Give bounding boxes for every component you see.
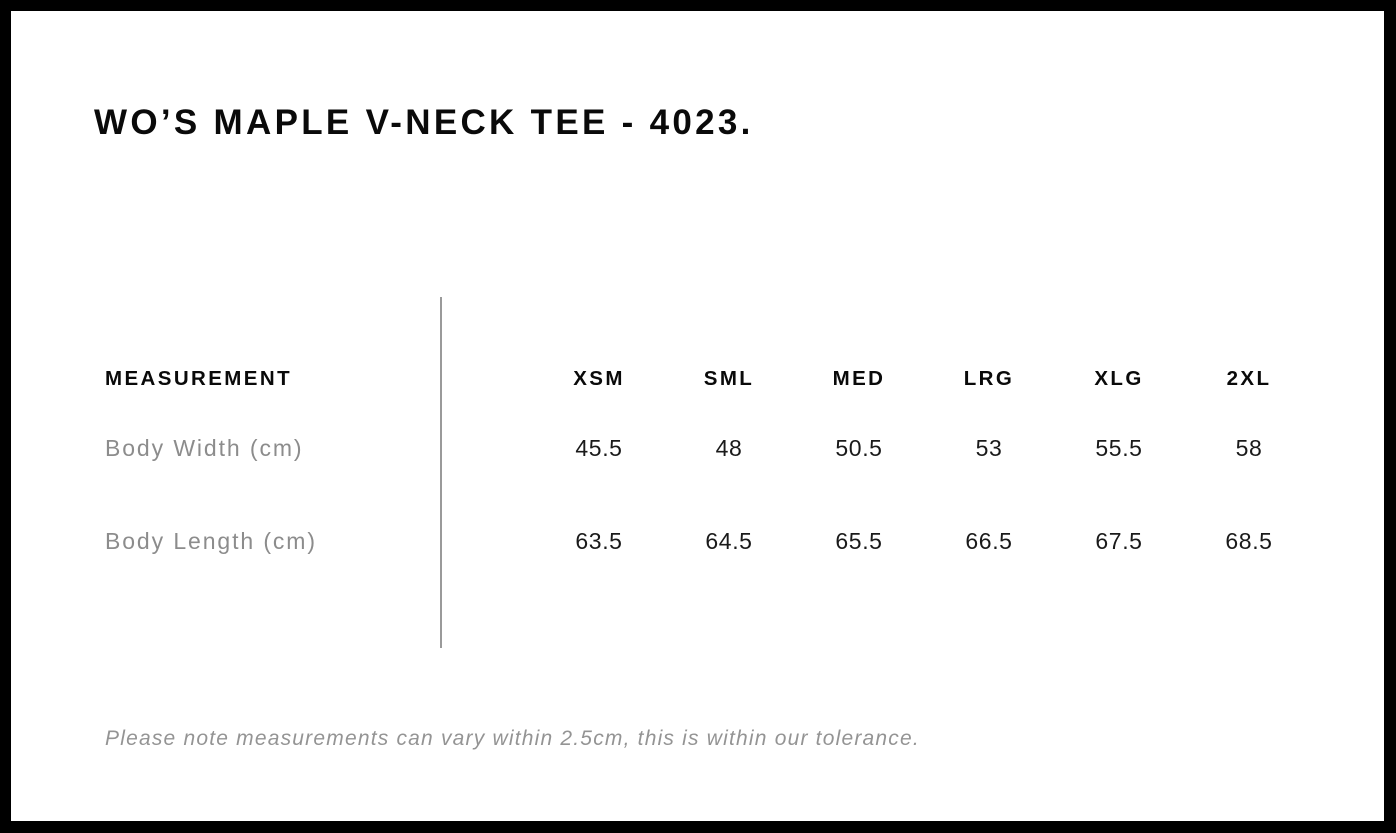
table-header-row: MEASUREMENT XSM SML MED LRG XLG 2XL — [94, 356, 1314, 402]
row-label-body-width: Body Width (cm) — [105, 435, 304, 461]
column-header-med: MED — [832, 367, 886, 390]
cell-body-width-med: 50.5 — [835, 435, 883, 461]
cell-body-width-2xl: 58 — [1235, 435, 1263, 461]
chart-canvas: WO’S MAPLE V-NECK TEE - 4023. MEASUREMEN… — [11, 11, 1384, 821]
table-row: Body Length (cm) 63.5 64.5 65.5 66.5 67.… — [94, 495, 1314, 588]
tolerance-note: Please note measurements can vary within… — [105, 727, 920, 750]
cell-body-length-sml: 64.5 — [705, 528, 753, 554]
cell-body-width-sml: 48 — [715, 435, 743, 461]
size-chart-table: MEASUREMENT XSM SML MED LRG XLG 2XL Body… — [94, 356, 1314, 588]
column-header-2xl: 2XL — [1226, 367, 1272, 390]
cell-body-length-med: 65.5 — [835, 528, 883, 554]
page-title: WO’S MAPLE V-NECK TEE - 4023. — [94, 103, 754, 142]
row-values-body-width: 45.5 48 50.5 53 55.5 58 — [534, 435, 1314, 462]
column-header-sml: SML — [703, 367, 755, 390]
column-header-lrg: LRG — [963, 367, 1015, 390]
row-label-body-length: Body Length (cm) — [105, 528, 317, 554]
column-header-xlg: XLG — [1094, 367, 1144, 390]
size-header-cells: XSM SML MED LRG XLG 2XL — [534, 367, 1314, 391]
cell-body-length-xsm: 63.5 — [575, 528, 623, 554]
column-divider — [440, 297, 442, 648]
column-header-measurement: MEASUREMENT — [105, 367, 292, 390]
column-header-xsm: XSM — [573, 367, 625, 390]
cell-body-width-xlg: 55.5 — [1095, 435, 1143, 461]
cell-body-length-xlg: 67.5 — [1095, 528, 1143, 554]
cell-body-length-lrg: 66.5 — [965, 528, 1013, 554]
cell-body-width-lrg: 53 — [975, 435, 1003, 461]
cell-body-width-xsm: 45.5 — [575, 435, 623, 461]
table-row: Body Width (cm) 45.5 48 50.5 53 55.5 58 — [94, 402, 1314, 495]
cell-body-length-2xl: 68.5 — [1225, 528, 1273, 554]
row-values-body-length: 63.5 64.5 65.5 66.5 67.5 68.5 — [534, 528, 1314, 555]
